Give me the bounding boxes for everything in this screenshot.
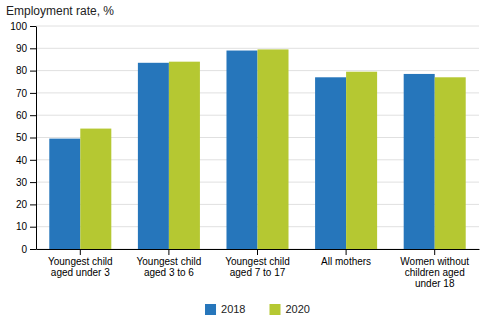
x-tick-label-line: Youngest child xyxy=(225,256,290,267)
bars xyxy=(49,49,465,249)
x-tick: Women withoutchildren agedunder 18 xyxy=(400,249,469,289)
plot: 0102030405060708090100Youngest childaged… xyxy=(10,21,479,289)
bar xyxy=(80,129,111,249)
y-tick: 30 xyxy=(16,177,36,188)
x-tick: Youngest childaged under 3 xyxy=(48,249,113,278)
y-tick: 40 xyxy=(16,155,36,166)
bar xyxy=(226,51,257,249)
x-tick-label: Women withoutchildren agedunder 18 xyxy=(400,256,469,289)
y-tick: 90 xyxy=(16,43,36,54)
x-tick-mark xyxy=(346,249,347,255)
bar xyxy=(49,139,80,249)
chart: Employment rate, % 0 10 20 30 40 50 60 70 80 90 100… xyxy=(0,0,491,321)
grid xyxy=(36,26,479,249)
bar xyxy=(315,77,346,249)
x-tick-label-line: under 18 xyxy=(415,278,455,289)
bar-series xyxy=(49,51,434,249)
x-tick: Youngest childaged 3 to 6 xyxy=(137,249,202,278)
x-tick-label-line: children aged xyxy=(405,267,465,278)
bar xyxy=(435,77,466,249)
y-tick: 80 xyxy=(16,65,36,76)
y-tick-mark xyxy=(30,249,36,250)
bar xyxy=(138,63,169,249)
bar-series xyxy=(80,49,465,249)
x-tick-label-line: aged 7 to 17 xyxy=(230,267,286,278)
y-tick-label: 70 xyxy=(16,88,28,99)
y-tick-mark xyxy=(30,204,36,205)
y-tick-label: 0 xyxy=(21,244,27,255)
y-tick-mark xyxy=(30,48,36,49)
y-tick: 70 xyxy=(16,88,36,99)
y-tick: 60 xyxy=(16,110,36,121)
legend: 2018 2020 xyxy=(205,303,310,315)
bar xyxy=(169,62,200,249)
x-tick: All mothers xyxy=(321,249,371,267)
y-tick-label: 60 xyxy=(16,110,28,121)
y-tick-mark xyxy=(30,115,36,116)
x-tick-label: All mothers xyxy=(321,256,371,267)
legend-item: 2018 xyxy=(205,303,245,315)
x-tick-label-line: Youngest child xyxy=(48,256,113,267)
bar xyxy=(404,74,435,249)
y-tick-label: 40 xyxy=(16,155,28,166)
y-tick-label: 90 xyxy=(16,43,28,54)
x-tick: Youngest childaged 7 to 17 xyxy=(225,249,290,278)
bar xyxy=(346,72,377,249)
y-tick-mark xyxy=(30,227,36,228)
y-tick: 50 xyxy=(16,132,36,143)
x-tick-mark xyxy=(168,249,169,255)
grid-line xyxy=(36,48,479,49)
x-tick-label-line: Women without xyxy=(400,256,469,267)
legend-label: 2020 xyxy=(286,303,310,315)
x-tick-label-line: aged 3 to 6 xyxy=(144,267,194,278)
y-tick-label: 30 xyxy=(16,177,28,188)
y-tick-mark xyxy=(30,138,36,139)
x-tick-label: Youngest childaged 3 to 6 xyxy=(137,256,202,278)
x-tick-mark xyxy=(257,249,258,255)
y-axis: 0 10 20 30 40 50 60 70 80 90 100 xyxy=(10,21,36,255)
x-tick-label: Youngest childaged under 3 xyxy=(48,256,113,278)
y-tick-label: 100 xyxy=(10,21,27,32)
x-tick-label-line: Youngest child xyxy=(137,256,202,267)
x-tick-label-line: All mothers xyxy=(321,256,371,267)
x-axis: Youngest childaged under 3Youngest child… xyxy=(37,249,480,289)
y-tick-mark xyxy=(30,93,36,94)
y-tick-label: 20 xyxy=(16,199,28,210)
legend-swatch xyxy=(270,304,281,315)
y-tick: 10 xyxy=(16,221,36,232)
x-tick-mark xyxy=(434,249,435,255)
y-tick: 0 xyxy=(21,244,36,255)
legend-item: 2020 xyxy=(270,303,310,315)
legend-label: 2018 xyxy=(221,303,245,315)
grid-line xyxy=(36,26,479,27)
title: Employment rate, % xyxy=(6,4,114,18)
legend-swatch xyxy=(205,304,216,315)
y-tick-mark xyxy=(30,26,36,27)
y-tick: 100 xyxy=(10,21,36,32)
y-tick: 20 xyxy=(16,199,36,210)
bar xyxy=(258,49,289,249)
y-tick-label: 10 xyxy=(16,221,28,232)
y-tick-mark xyxy=(30,160,36,161)
x-tick-label-line: aged under 3 xyxy=(51,267,110,278)
x-tick-label: Youngest childaged 7 to 17 xyxy=(225,256,290,278)
x-tick-mark xyxy=(80,249,81,255)
y-axis-line xyxy=(36,27,37,250)
y-tick-label: 50 xyxy=(16,132,28,143)
y-tick-mark xyxy=(30,182,36,183)
y-tick-mark xyxy=(30,71,36,72)
y-tick-label: 80 xyxy=(16,65,28,76)
